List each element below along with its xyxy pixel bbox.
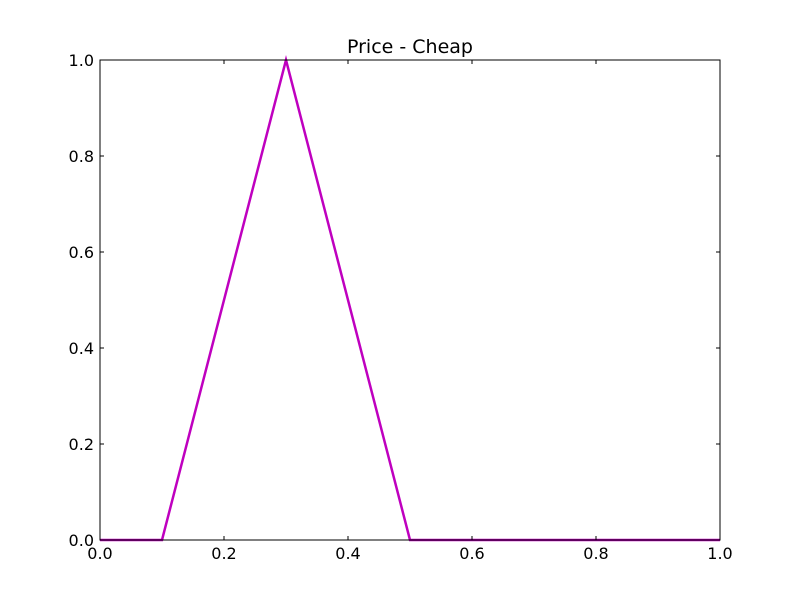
x-tick-label: 0.4: [335, 544, 360, 563]
chart-title: Price - Cheap: [347, 36, 473, 58]
y-tick-label: 0.4: [69, 339, 94, 358]
y-tick-label: 0.0: [69, 531, 94, 550]
plot-area: [100, 60, 720, 540]
y-tick-label: 1.0: [69, 51, 94, 70]
x-tick-label: 0.0: [87, 544, 112, 563]
y-tick-label: 0.6: [69, 243, 94, 262]
y-tick-label: 0.2: [69, 435, 94, 454]
axes-frame: [99, 59, 721, 541]
x-tick-label: 0.2: [211, 544, 236, 563]
x-tick-label: 1.0: [707, 544, 732, 563]
y-tick-label: 0.8: [69, 147, 94, 166]
x-tick-label: 0.8: [583, 544, 608, 563]
plot-layer: 0.0 0.2 0.4 0.6 0.8 1.0 0.0 0.2 0.4 0.6 0.8 1.0: [69, 51, 733, 563]
x-tick-label: 0.6: [459, 544, 484, 563]
